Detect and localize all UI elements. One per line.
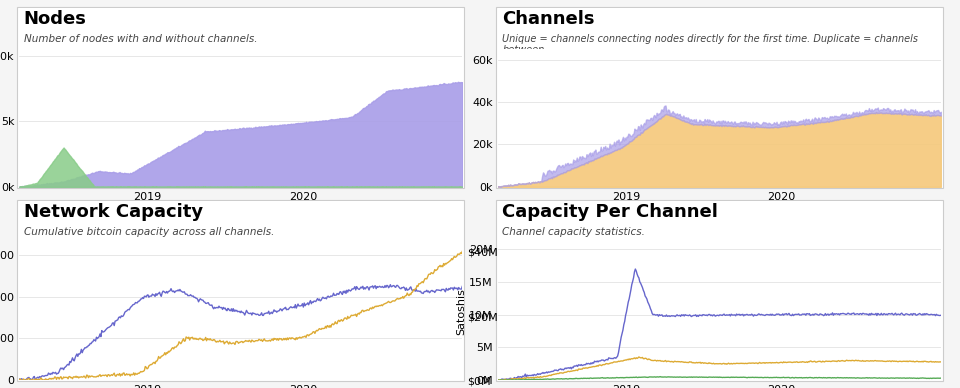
Text: Network Capacity: Network Capacity bbox=[24, 203, 203, 221]
Text: Cumulative bitcoin capacity across all channels.: Cumulative bitcoin capacity across all c… bbox=[24, 227, 274, 237]
Text: Capacity Per Channel: Capacity Per Channel bbox=[502, 203, 718, 221]
Text: Nodes: Nodes bbox=[24, 10, 86, 28]
Y-axis label: Satoshis: Satoshis bbox=[456, 288, 467, 335]
Text: Number of nodes with and without channels.: Number of nodes with and without channel… bbox=[24, 34, 257, 44]
Text: Unique = channels connecting nodes directly for the first time. Duplicate = chan: Unique = channels connecting nodes direc… bbox=[502, 34, 918, 67]
Text: Channels: Channels bbox=[502, 10, 594, 28]
Text: Channel capacity statistics.: Channel capacity statistics. bbox=[502, 227, 645, 237]
